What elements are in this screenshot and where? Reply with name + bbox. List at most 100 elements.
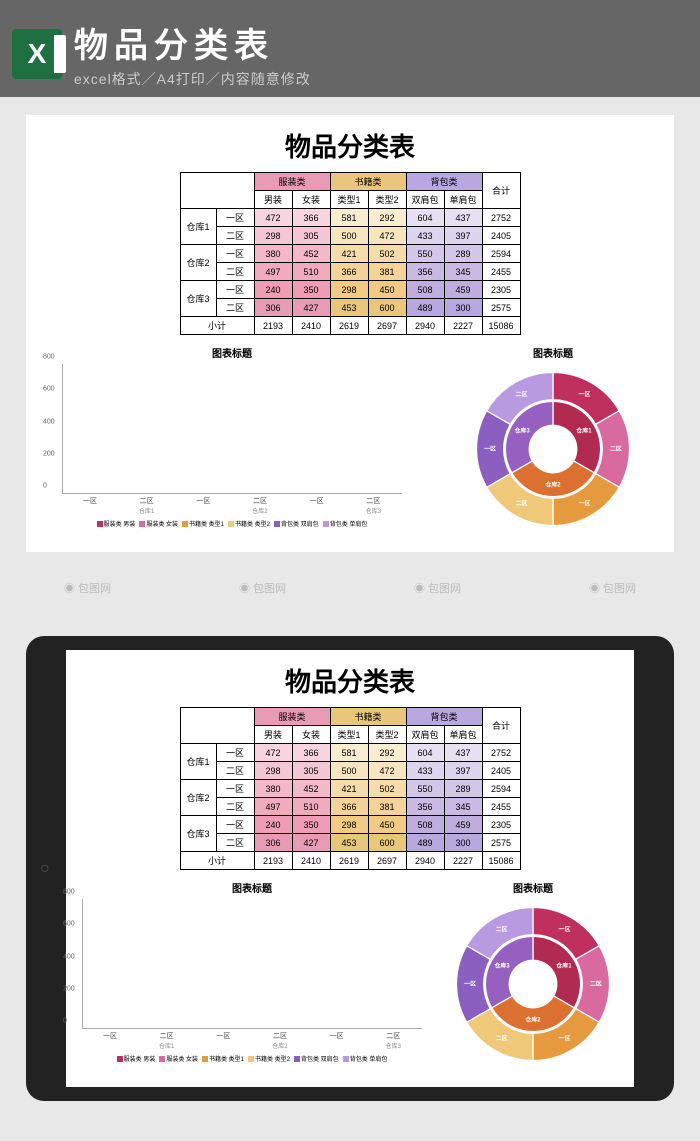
- banner-subtitle: excel格式／A4打印／内容随意修改: [74, 69, 688, 89]
- donut-chart: 一区二区一区二区一区二区仓库1仓库2仓库3: [468, 364, 638, 534]
- data-cell: 497: [254, 798, 292, 816]
- data-cell: 298: [254, 762, 292, 780]
- data-cell: 356: [406, 798, 444, 816]
- data-cell: 452: [292, 780, 330, 798]
- svg-text:仓库2: 仓库2: [524, 1015, 541, 1023]
- sheet-title: 物品分类表: [34, 127, 666, 164]
- data-cell: 356: [406, 263, 444, 281]
- subtotal-cell: 2410: [292, 317, 330, 335]
- legend-item: 服装类 女装: [139, 521, 178, 529]
- data-cell: 453: [330, 834, 368, 852]
- subcategory-header: 类型2: [368, 726, 406, 744]
- row-total-cell: 2405: [482, 227, 520, 245]
- x-axis-label: 二区仓库1: [159, 1031, 174, 1050]
- legend-item: 服装类 男装: [117, 1056, 156, 1064]
- legend-item: 背包类 双肩包: [274, 521, 319, 529]
- svg-text:二区: 二区: [496, 1034, 508, 1042]
- subcategory-header: 女装: [292, 191, 330, 209]
- data-cell: 489: [406, 834, 444, 852]
- svg-text:仓库3: 仓库3: [513, 427, 530, 435]
- data-cell: 453: [330, 299, 368, 317]
- svg-text:仓库1: 仓库1: [555, 962, 572, 970]
- data-cell: 298: [330, 816, 368, 834]
- subcategory-header: 双肩包: [406, 191, 444, 209]
- subtotal-cell: 2227: [444, 317, 482, 335]
- watermark: 包图网: [414, 580, 461, 596]
- excel-icon: [12, 29, 62, 79]
- data-cell: 292: [368, 209, 406, 227]
- data-cell: 292: [368, 744, 406, 762]
- y-axis-label: 200: [43, 450, 55, 457]
- y-axis-label: 800: [63, 889, 75, 896]
- data-cell: 489: [406, 299, 444, 317]
- x-axis-label: 二区仓库3: [366, 496, 381, 515]
- data-cell: 305: [292, 762, 330, 780]
- category-header: 服装类: [254, 173, 330, 191]
- row-total-cell: 2455: [482, 263, 520, 281]
- row-total-cell: 2752: [482, 744, 520, 762]
- bar-chart-box: 图表标题0200400600800一区 二区仓库1一区 二区仓库2一区 二区仓库…: [62, 345, 402, 534]
- data-cell: 450: [368, 281, 406, 299]
- subtotal-cell: 2940: [406, 852, 444, 870]
- data-cell: 298: [330, 281, 368, 299]
- subtotal-label: 小计: [180, 317, 254, 335]
- data-cell: 472: [254, 209, 292, 227]
- data-cell: 459: [444, 281, 482, 299]
- bar-legend: 服装类 男装服装类 女装书籍类 类型1书籍类 类型2背包类 双肩包背包类 单肩包: [62, 521, 402, 529]
- data-cell: 500: [330, 762, 368, 780]
- subcategory-header: 类型1: [330, 191, 368, 209]
- x-axis-label: 二区仓库1: [139, 496, 154, 515]
- data-cell: 604: [406, 744, 444, 762]
- data-cell: 510: [292, 798, 330, 816]
- y-axis-label: 800: [43, 354, 55, 361]
- sheet-title: 物品分类表: [74, 662, 626, 699]
- row-total-cell: 2594: [482, 780, 520, 798]
- banner-title: 物品分类表: [74, 18, 688, 67]
- bar-chart: 0200400600800: [82, 899, 422, 1029]
- svg-text:一区: 一区: [559, 925, 571, 933]
- data-cell: 450: [368, 816, 406, 834]
- x-axis-label: 一区: [103, 1031, 117, 1050]
- data-cell: 366: [292, 744, 330, 762]
- data-cell: 306: [254, 299, 292, 317]
- subtotal-label: 小计: [180, 852, 254, 870]
- svg-text:二区: 二区: [516, 499, 528, 507]
- y-axis-label: 0: [63, 1018, 67, 1025]
- subtotal-cell: 2697: [368, 852, 406, 870]
- data-cell: 497: [254, 263, 292, 281]
- data-cell: 472: [254, 744, 292, 762]
- x-axis-label: 一区: [83, 496, 97, 515]
- row-total-cell: 2305: [482, 281, 520, 299]
- zone-cell: 二区: [216, 227, 254, 245]
- zone-cell: 一区: [216, 245, 254, 263]
- data-cell: 306: [254, 834, 292, 852]
- bar-chart-title: 图表标题: [82, 880, 422, 895]
- data-cell: 421: [330, 780, 368, 798]
- data-cell: 459: [444, 816, 482, 834]
- category-header: 背包类: [406, 173, 482, 191]
- row-total-cell: 2405: [482, 762, 520, 780]
- data-cell: 381: [368, 798, 406, 816]
- x-axis-label: 二区仓库3: [386, 1031, 401, 1050]
- zone-cell: 一区: [216, 780, 254, 798]
- data-cell: 366: [330, 798, 368, 816]
- legend-item: 服装类 男装: [97, 521, 136, 529]
- warehouse-cell: 仓库1: [180, 744, 216, 780]
- total-header: 合计: [482, 173, 520, 209]
- data-cell: 550: [406, 245, 444, 263]
- row-total-cell: 2575: [482, 299, 520, 317]
- data-cell: 350: [292, 281, 330, 299]
- data-cell: 427: [292, 299, 330, 317]
- donut-chart: 一区二区一区二区一区二区仓库1仓库2仓库3: [448, 899, 618, 1069]
- subcategory-header: 类型1: [330, 726, 368, 744]
- data-cell: 397: [444, 762, 482, 780]
- data-cell: 381: [368, 263, 406, 281]
- subcategory-header: 单肩包: [444, 726, 482, 744]
- data-cell: 502: [368, 245, 406, 263]
- preview-card: 物品分类表服装类书籍类背包类合计男装女装类型1类型2双肩包单肩包仓库1一区472…: [26, 115, 674, 552]
- subcategory-header: 双肩包: [406, 726, 444, 744]
- subcategory-header: 男装: [254, 726, 292, 744]
- zone-cell: 二区: [216, 762, 254, 780]
- category-header: 书籍类: [330, 173, 406, 191]
- data-cell: 452: [292, 245, 330, 263]
